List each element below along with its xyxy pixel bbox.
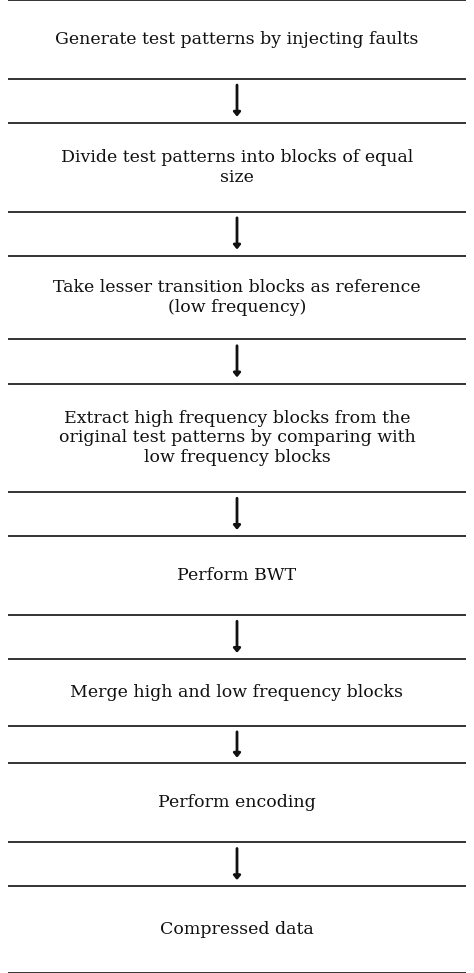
Text: Perform encoding: Perform encoding [158,794,316,811]
Text: Generate test patterns by injecting faults: Generate test patterns by injecting faul… [55,31,419,48]
Text: Perform BWT: Perform BWT [177,567,297,584]
Text: Take lesser transition blocks as reference
(low frequency): Take lesser transition blocks as referen… [53,279,421,316]
Text: Divide test patterns into blocks of equal
size: Divide test patterns into blocks of equa… [61,149,413,186]
Text: Compressed data: Compressed data [160,921,314,938]
Text: Extract high frequency blocks from the
original test patterns by comparing with
: Extract high frequency blocks from the o… [59,410,415,466]
Text: Merge high and low frequency blocks: Merge high and low frequency blocks [71,684,403,702]
